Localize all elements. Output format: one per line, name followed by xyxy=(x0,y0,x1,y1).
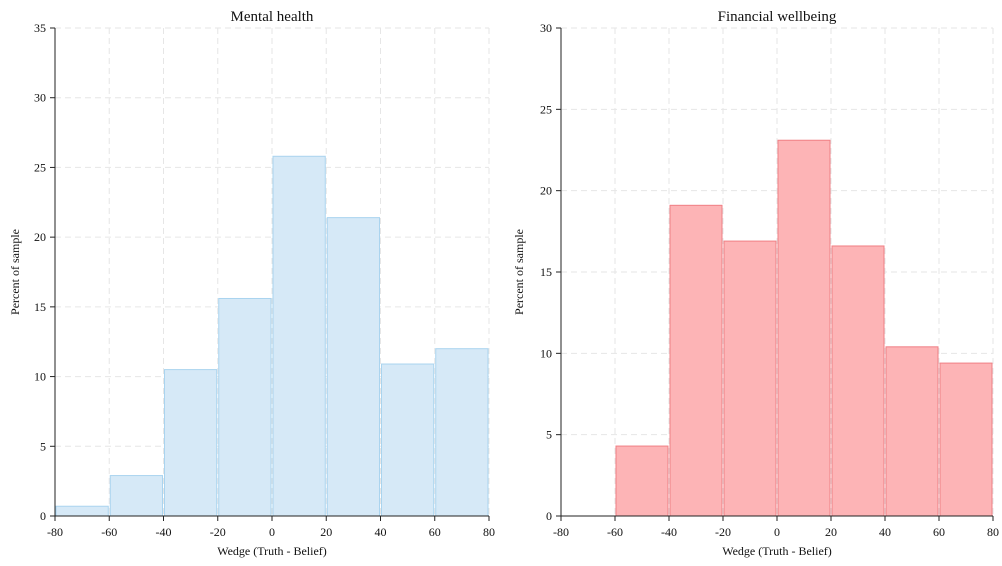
histogram-bar xyxy=(381,363,435,517)
histogram-bar xyxy=(272,155,326,517)
x-tick-label: 20 xyxy=(320,525,332,539)
chart-panel-2: 0 5 10 15 20 25 30 -80 -60 -40 -20 0 20 40 60 80 Financi… xyxy=(512,9,999,558)
x-tick-label: 60 xyxy=(933,525,945,539)
chart-title: Mental health xyxy=(231,9,314,25)
y-tick-label: 20 xyxy=(540,184,552,198)
histogram-bar xyxy=(218,297,272,517)
histogram-bar xyxy=(885,346,939,517)
y-tick-label: 35 xyxy=(34,21,46,35)
y-tick-label: 30 xyxy=(540,21,552,35)
histogram-bar xyxy=(939,362,993,517)
x-tick-label: -80 xyxy=(47,525,63,539)
y-tick-label: 0 xyxy=(546,509,552,523)
y-tick-label: 25 xyxy=(540,102,552,116)
y-axis-label: Percent of sample xyxy=(8,229,22,315)
y-tick-label: 10 xyxy=(540,346,552,360)
x-tick-label: -20 xyxy=(210,525,226,539)
y-tick-label: 10 xyxy=(34,370,46,384)
y-tick-label: 5 xyxy=(546,428,552,442)
histogram-bar xyxy=(777,139,831,517)
histogram-bar xyxy=(164,369,218,517)
x-tick-label: -60 xyxy=(607,525,623,539)
histogram-bar xyxy=(615,445,669,517)
x-tick-label: -20 xyxy=(715,525,731,539)
x-tick-label: 20 xyxy=(825,525,837,539)
histogram-bar xyxy=(435,348,489,517)
x-axis-label: Wedge (Truth - Belief) xyxy=(217,544,327,558)
histogram-bar xyxy=(326,217,380,517)
histogram-bar xyxy=(723,240,777,517)
chart-panel-1: 0 5 10 15 20 25 30 35 -80 -60 -40 -20 0 20 40 60 80 Menta… xyxy=(8,9,495,558)
histogram-bar xyxy=(55,505,109,517)
y-tick-label: 30 xyxy=(34,91,46,105)
histogram-bar xyxy=(109,475,163,517)
y-axis-label: Percent of sample xyxy=(512,229,526,315)
y-tick-label: 20 xyxy=(34,230,46,244)
x-tick-label: 40 xyxy=(375,525,387,539)
x-tick-label: 80 xyxy=(483,525,495,539)
x-tick-label: 0 xyxy=(774,525,780,539)
x-tick-label: 0 xyxy=(269,525,275,539)
x-tick-label: 40 xyxy=(879,525,891,539)
chart-title: Financial wellbeing xyxy=(718,9,837,25)
histogram-bar xyxy=(669,204,723,517)
y-tick-label: 25 xyxy=(34,160,46,174)
x-tick-label: 60 xyxy=(429,525,441,539)
x-tick-label: -80 xyxy=(553,525,569,539)
y-tick-label: 15 xyxy=(540,265,552,279)
y-tick-label: 15 xyxy=(34,300,46,314)
x-axis-label: Wedge (Truth - Belief) xyxy=(722,544,832,558)
x-tick-label: -60 xyxy=(101,525,117,539)
x-tick-label: 80 xyxy=(987,525,999,539)
y-tick-label: 5 xyxy=(40,439,46,453)
x-tick-label: -40 xyxy=(661,525,677,539)
x-tick-label: -40 xyxy=(156,525,172,539)
y-tick-label: 0 xyxy=(40,509,46,523)
histogram-bar xyxy=(831,245,885,517)
